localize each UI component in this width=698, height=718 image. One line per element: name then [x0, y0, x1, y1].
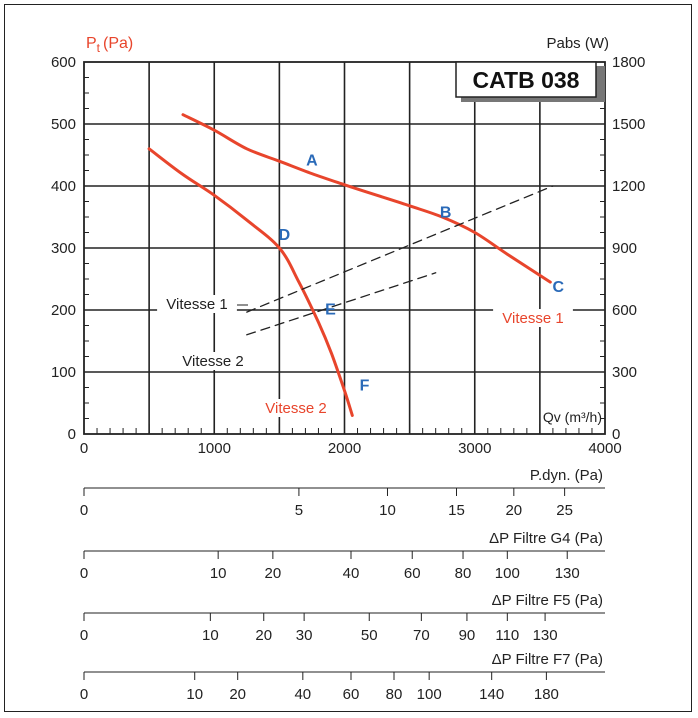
curve-label: Vitesse 2 [182, 353, 243, 370]
y-right-tick-label: 0 [612, 426, 620, 443]
scale-tick-label: 130 [533, 627, 558, 644]
scale-tick-label: 20 [505, 502, 522, 519]
x-tick-label: 1000 [198, 440, 231, 457]
scale-title: ΔP Filtre G4 (Pa) [489, 530, 603, 547]
scale-tick-label: 60 [343, 686, 360, 703]
scale-2: ΔP Filtre G4 (Pa) 0 10 20 40 60 80 100 130 [80, 530, 605, 582]
scale-tick-label: 0 [80, 627, 88, 644]
curve-label-background [173, 352, 253, 370]
y-left-tick-label: 200 [51, 302, 76, 319]
y-left-tick-label: 100 [51, 364, 76, 381]
curve-label: Vitesse 2 [265, 400, 326, 417]
scale-tick-label: 40 [343, 565, 360, 582]
power-curve-vitesse-2 [246, 272, 437, 336]
y-right-tick-label: 1200 [612, 178, 645, 195]
y-right-tick-label: 1800 [612, 54, 645, 71]
scale-tick-label: 10 [186, 686, 203, 703]
chart-frame [4, 4, 692, 712]
y-right-tick-label: 900 [612, 240, 637, 257]
scale-tick-label: 40 [294, 686, 311, 703]
scale-title: P.dyn. (Pa) [530, 467, 603, 484]
scale-title: ΔP Filtre F5 (Pa) [492, 592, 603, 609]
operating-point-b: B [440, 205, 452, 222]
axes: 0 1000 2000 3000 400001002003004005006000300… [51, 54, 645, 457]
y-right-tick-label: 600 [612, 302, 637, 319]
curve-label-background [493, 309, 573, 327]
scale-tick-label: 0 [80, 502, 88, 519]
model-label: CATB 038 [473, 67, 580, 93]
operating-point-a: A [306, 153, 318, 170]
scale-tick-label: 0 [80, 686, 88, 703]
power-curve-vitesse-1 [246, 185, 554, 313]
curve-label-background [157, 295, 237, 313]
y-left-tick-label: 500 [51, 116, 76, 133]
scale-tick-label: 70 [413, 627, 430, 644]
y-left-tick-label: 400 [51, 178, 76, 195]
x-tick-label: 3000 [458, 440, 491, 457]
y-right-tick-label: 300 [612, 364, 637, 381]
scale-tick-label: 130 [555, 565, 580, 582]
series [147, 113, 554, 417]
x-tick-label: 2000 [328, 440, 361, 457]
scale-3: ΔP Filtre F5 (Pa) 0 10 20 30 50 70 90 110 130 [80, 592, 605, 644]
scale-tick-label: 80 [386, 686, 403, 703]
scale-tick-label: 60 [404, 565, 421, 582]
labels: Vitesse 1 Vitesse 2 Vitesse 1 Vitesse 2 A B C D… [157, 153, 573, 417]
scale-tick-label: 20 [255, 627, 272, 644]
scale-tick-label: 180 [534, 686, 559, 703]
scale-tick-label: 30 [296, 627, 313, 644]
model-badge: CATB 038 [455, 61, 605, 102]
scale-tick-label: 0 [80, 565, 88, 582]
scale-4: ΔP Filtre F7 (Pa) 0 10 20 40 60 80 100 140 180 [80, 651, 605, 703]
y-right-tick-label: 1500 [612, 116, 645, 133]
y-left-tick-label: 600 [51, 54, 76, 71]
curve-label: Vitesse 1 [502, 310, 563, 327]
pressure-curve-vitesse-2 [147, 147, 354, 417]
scale-tick-label: 25 [556, 502, 573, 519]
secondary-scales: P.dyn. (Pa) 0 5 10 15 20 25 ΔP Filtre G4 (Pa) 0 1… [80, 467, 605, 703]
operating-point-d: D [279, 227, 291, 244]
scale-tick-label: 140 [479, 686, 504, 703]
pressure-curve-vitesse-1 [181, 113, 552, 284]
y-axis-left-title: Pt (Pa) [86, 35, 133, 55]
scale-tick-label: 10 [379, 502, 396, 519]
scale-tick-label: 10 [202, 627, 219, 644]
operating-point-e: E [325, 301, 336, 318]
x-tick-label: 0 [80, 440, 88, 457]
scale-tick-label: 15 [448, 502, 465, 519]
scale-title: ΔP Filtre F7 (Pa) [492, 651, 603, 668]
scale-tick-label: 20 [265, 565, 282, 582]
curve-label: Vitesse 1 [166, 296, 227, 313]
operating-point-c: C [553, 279, 565, 296]
scale-tick-label: 100 [417, 686, 442, 703]
scale-tick-label: 10 [210, 565, 227, 582]
curve-label-background [256, 399, 336, 417]
scale-tick-label: 90 [459, 627, 476, 644]
y-left-tick-label: 300 [51, 240, 76, 257]
y-axis-right-title: Pabs (W) [546, 35, 609, 52]
x-axis-title: Qv (m³/h) [543, 409, 602, 425]
scale-tick-label: 100 [495, 565, 520, 582]
y-left-tick-label: 0 [68, 426, 76, 443]
scale-tick-label: 80 [455, 565, 472, 582]
scale-tick-label: 5 [295, 502, 303, 519]
operating-point-f: F [360, 378, 370, 395]
x-tick-label: 4000 [588, 440, 621, 457]
grid [84, 62, 605, 434]
scale-1: P.dyn. (Pa) 0 5 10 15 20 25 [80, 467, 605, 519]
scale-tick-label: 20 [229, 686, 246, 703]
scale-tick-label: 50 [361, 627, 378, 644]
scale-tick-label: 110 [495, 627, 519, 644]
